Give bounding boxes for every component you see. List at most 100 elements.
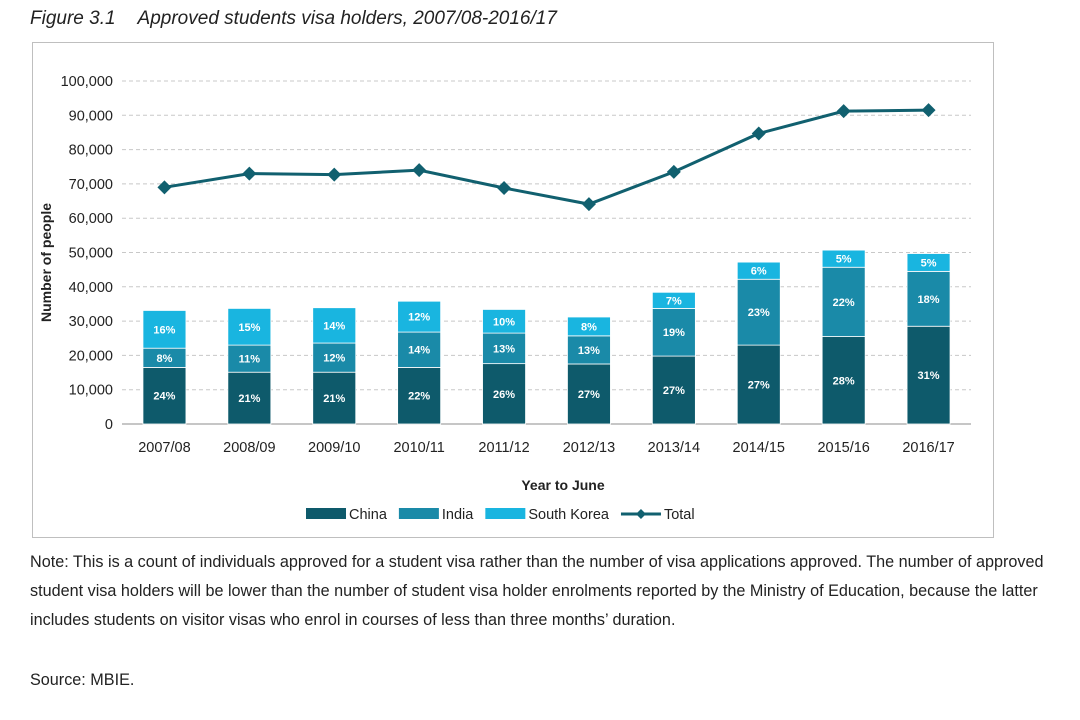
figure-title-text: Approved students visa holders, 2007/08-… [137, 8, 557, 29]
bar-south-korea [142, 310, 187, 349]
total-line [164, 108, 929, 206]
bar-india [567, 335, 611, 365]
bar-india [397, 331, 442, 368]
bar-china [651, 355, 696, 425]
total-marker [666, 164, 681, 179]
figure-title: Figure 3.1 Approved students visa holders… [30, 8, 557, 30]
bar-label-india: 8% [156, 353, 172, 365]
total-marker [327, 167, 342, 182]
x-tick-label: 2007/08 [138, 440, 190, 456]
total-marker [581, 197, 596, 212]
bar-label-india: 11% [239, 354, 261, 366]
bar-label-china: 27% [748, 380, 770, 392]
bar-south-korea [821, 249, 866, 268]
bar-india [821, 266, 866, 337]
total-marker [921, 103, 936, 118]
total-marker [497, 181, 512, 196]
bar-label-china: 26% [493, 389, 515, 401]
total-marker [157, 180, 172, 195]
y-tick-label: 90,000 [69, 108, 113, 124]
y-tick-label: 100,000 [61, 74, 113, 90]
legend-swatch-china [306, 508, 346, 519]
bar-label-south-korea: 8% [581, 321, 597, 333]
bar-china [227, 371, 272, 425]
bar-label-south-korea: 10% [493, 316, 515, 328]
y-tick-label: 20,000 [69, 348, 113, 364]
bar-china [397, 367, 442, 425]
bar-label-china: 31% [918, 370, 940, 382]
bar-label-india: 12% [323, 353, 345, 365]
bar-label-south-korea: 6% [751, 266, 767, 278]
x-axis-title: Year to June [521, 477, 604, 493]
x-tick-label: 2012/13 [563, 440, 615, 456]
bar-label-south-korea: 12% [408, 312, 430, 324]
bar-india [227, 344, 272, 373]
y-axis-title: Number of people [38, 203, 54, 322]
bar-label-india: 14% [408, 345, 430, 357]
bar-india [482, 332, 526, 365]
bar-china [312, 371, 357, 425]
bar-india [651, 308, 696, 357]
bar-china [567, 363, 611, 425]
bar-label-india: 13% [493, 343, 515, 355]
bar-label-china: 21% [323, 393, 345, 405]
bar-label-south-korea: 5% [921, 257, 937, 269]
bar-south-korea [736, 261, 781, 280]
chart-container: 0 10,000 20,000 30,000 40,000 50,000 60,000 70,… [32, 42, 994, 538]
bar-south-korea [651, 291, 696, 309]
bar-label-south-korea: 16% [153, 324, 175, 336]
bar-label-china: 24% [153, 391, 175, 403]
bar-label-china: 22% [408, 391, 430, 403]
legend-label-total: Total [664, 507, 695, 523]
legend-marker-total [635, 509, 646, 519]
bar-label-china: 27% [578, 389, 600, 401]
y-tick-label: 60,000 [69, 211, 113, 227]
bar-label-china: 27% [663, 385, 685, 397]
x-tick-label: 2009/10 [308, 440, 360, 456]
bar-india [906, 270, 951, 327]
x-tick-label: 2013/14 [648, 440, 700, 456]
bar-label-india: 23% [748, 307, 770, 319]
y-tick-label: 10,000 [69, 383, 113, 399]
legend-swatch-south-korea [485, 508, 526, 519]
x-tick-label: 2016/17 [902, 440, 954, 456]
figure-note: Note: This is a count of individuals app… [30, 553, 1044, 629]
total-marker [751, 126, 766, 141]
y-tick-label: 40,000 [69, 280, 113, 296]
bar-label-india: 22% [833, 297, 855, 309]
y-tick-label: 70,000 [69, 177, 113, 193]
bar-south-korea [482, 309, 526, 334]
y-tick-label: 80,000 [69, 143, 113, 159]
bar-india [312, 342, 357, 373]
y-tick-label: 30,000 [69, 314, 113, 330]
bar-label-south-korea: 7% [666, 295, 682, 307]
bar-label-china: 21% [238, 393, 260, 405]
bar-south-korea [906, 253, 951, 272]
bar-china [906, 325, 951, 425]
bar-south-korea [397, 300, 442, 333]
legend-swatch-india [398, 508, 439, 519]
x-tick-label: 2014/15 [733, 440, 785, 456]
legend-label-india: India [442, 507, 474, 523]
x-tick-label: 2008/09 [223, 440, 275, 456]
legend-label-south-korea: South Korea [528, 507, 610, 523]
bar-label-india: 18% [918, 294, 940, 306]
figure-source: Source: MBIE. [30, 671, 135, 689]
total-marker [412, 163, 427, 178]
bar-label-south-korea: 5% [836, 254, 852, 266]
bar-china [482, 363, 526, 425]
bar-label-china: 28% [833, 375, 855, 387]
bar-india [736, 278, 781, 346]
x-tick-label: 2010/11 [393, 440, 444, 456]
y-tick-label: 50,000 [69, 246, 113, 262]
figure-number: Figure 3.1 [30, 8, 116, 29]
bar-south-korea [567, 316, 611, 337]
bar-label-south-korea: 14% [323, 320, 345, 332]
stacked-bar-line-chart: 0 10,000 20,000 30,000 40,000 50,000 60,000 70,… [38, 74, 971, 523]
bar-china [736, 344, 781, 425]
bar-south-korea [227, 308, 272, 346]
bar-south-korea [312, 307, 357, 344]
total-marker [836, 104, 851, 119]
x-tick-label: 2011/12 [478, 440, 529, 456]
y-tick-label: 0 [105, 417, 113, 433]
